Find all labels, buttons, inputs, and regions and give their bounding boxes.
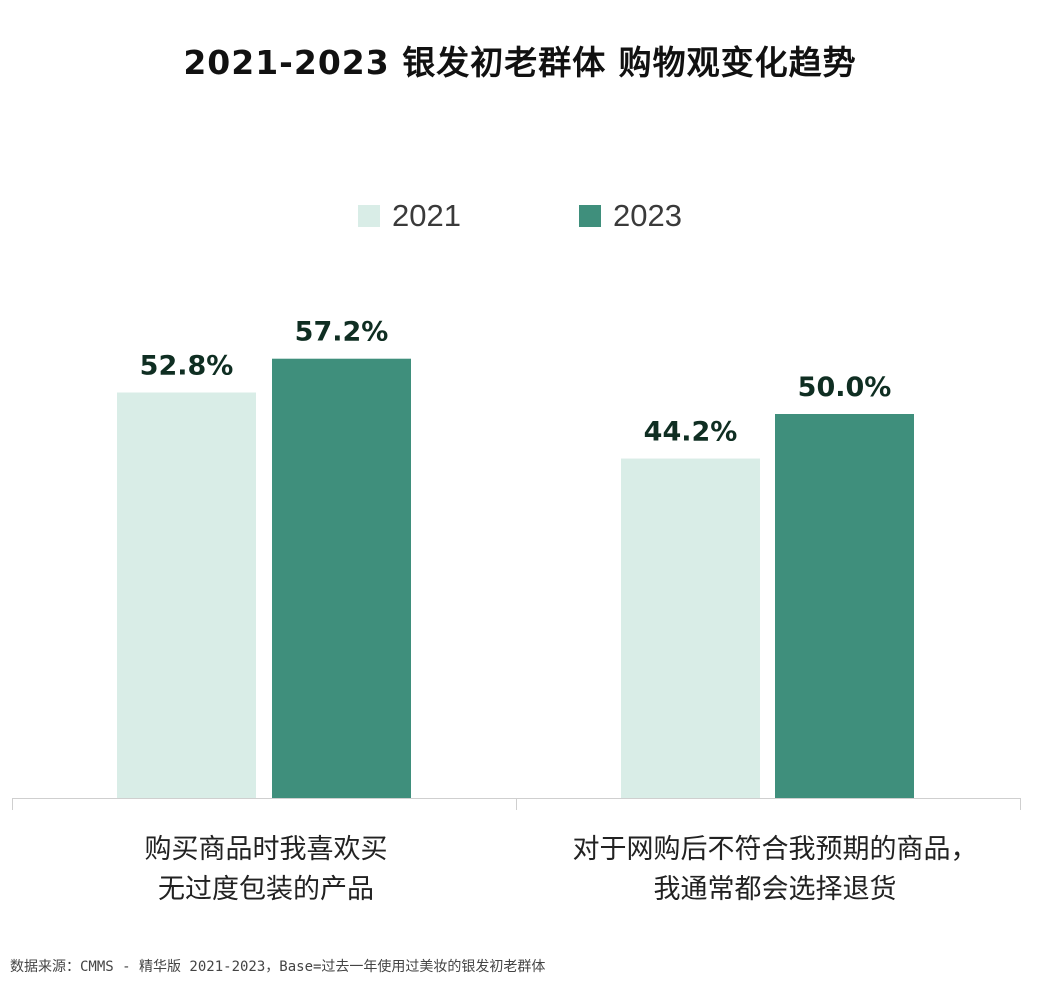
- legend-label-2021: 2021: [392, 198, 461, 233]
- category-label-0-line-1: 无过度包装的产品: [158, 874, 374, 905]
- source-note: 数据来源：CMMS - 精华版 2021-2023，Base=过去一年使用过美妆…: [10, 959, 546, 975]
- data-label-2021-category-1: 44.2%: [644, 417, 738, 448]
- data-label-2021-category-0: 52.8%: [140, 350, 234, 381]
- chart-legend: 2021 2023: [0, 198, 1040, 234]
- bar-2021-category-0: [117, 392, 256, 798]
- chart-title: 2021-2023 银发初老群体 购物观变化趋势: [183, 43, 857, 82]
- bar-2023-category-1: [775, 414, 914, 798]
- category-label-0-line-0: 购买商品时我喜欢买: [144, 834, 388, 865]
- category-label-1: 对于网购后不符合我预期的商品， 我通常都会选择退货: [530, 830, 1020, 910]
- category-label-0: 购买商品时我喜欢买 无过度包装的产品: [66, 830, 466, 910]
- legend-swatch-2021: [358, 205, 381, 227]
- bar-2021-category-1: [621, 458, 760, 798]
- data-label-2023-category-0: 57.2%: [295, 317, 389, 348]
- legend-label-2023: 2023: [613, 198, 682, 233]
- data-label-2023-category-1: 50.0%: [798, 372, 892, 403]
- category-label-1-line-1: 我通常都会选择退货: [653, 874, 897, 905]
- category-label-1-line-0: 对于网购后不符合我预期的商品，: [572, 834, 978, 865]
- legend-item-2021: 2021: [358, 198, 461, 234]
- legend-item-2023: 2023: [579, 198, 682, 234]
- bar-2023-category-0: [272, 358, 411, 798]
- legend-swatch-2023: [579, 205, 601, 227]
